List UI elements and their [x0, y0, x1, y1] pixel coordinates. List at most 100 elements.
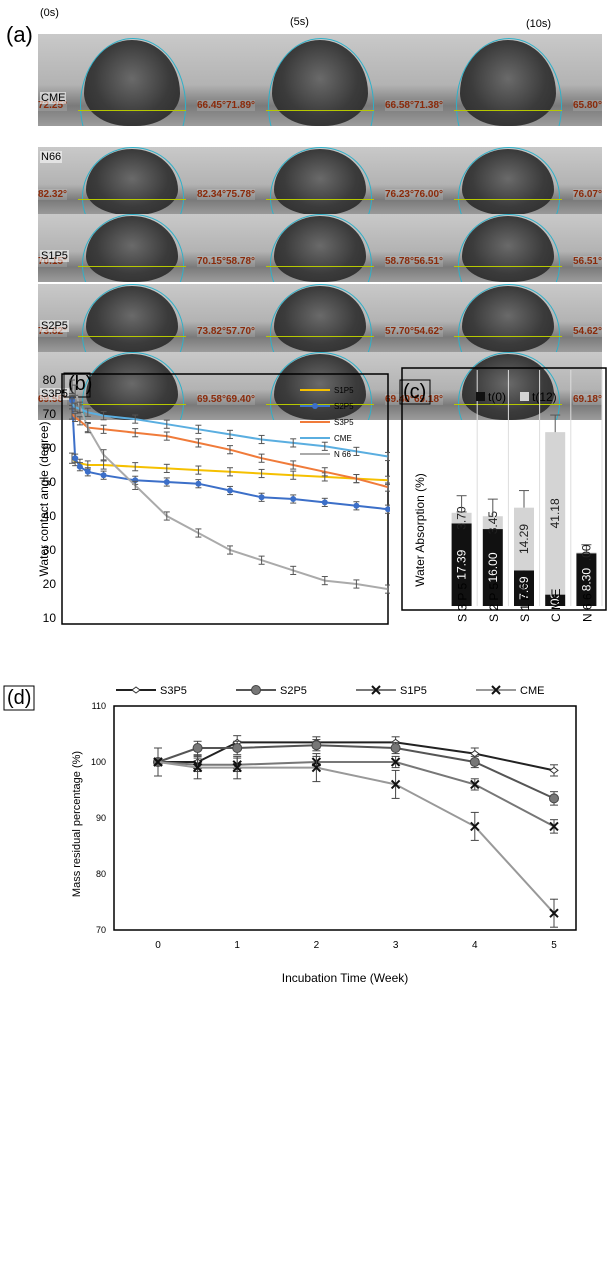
- time-label-5s: (5s): [290, 16, 309, 28]
- series-s2p5: [69, 394, 390, 514]
- data-point: [549, 821, 559, 832]
- angle-right: 76.23°: [384, 189, 414, 200]
- bar-segment: [545, 594, 566, 606]
- bar-value-label: 16.00: [486, 552, 500, 582]
- droplet-photo: 69.58°69.58°: [38, 352, 226, 420]
- y-axis-label: Water Absorption (%): [413, 473, 427, 587]
- legend-label: S1P5: [334, 386, 354, 395]
- data-point: [390, 779, 401, 790]
- droplet-photo: 76.00° 76.07°: [414, 147, 602, 215]
- angle-right: 58.78°: [384, 256, 414, 267]
- panel-d-label-box: [3, 685, 35, 711]
- baseline: [78, 266, 186, 267]
- plot-frame: [113, 705, 577, 931]
- bar-value-label: .00: [579, 544, 593, 561]
- y-tick-label: 100: [91, 757, 106, 767]
- x-axis-label: Incubation Time (Week): [282, 971, 409, 985]
- angle-left: 82.32°: [38, 189, 68, 200]
- angle-right: 69.58°: [196, 394, 226, 405]
- data-point: [385, 506, 390, 513]
- data-point: [251, 685, 261, 695]
- time-label-0s: (0s): [40, 7, 59, 19]
- data-point: [192, 743, 203, 753]
- data-point: [100, 472, 107, 479]
- fit-circle: [80, 38, 186, 126]
- series-s3p5: [153, 735, 559, 777]
- baseline: [266, 110, 374, 111]
- baseline: [78, 404, 186, 405]
- data-point: [549, 766, 559, 775]
- angle-right: 56.51°: [572, 256, 602, 267]
- data-point: [353, 502, 360, 509]
- data-point: [232, 743, 243, 753]
- angle-left: 58.78°: [226, 256, 256, 267]
- data-point: [390, 743, 401, 753]
- data-point: [232, 762, 242, 773]
- data-point: [470, 779, 480, 790]
- droplet-photo: 56.51° 56.51°: [414, 214, 602, 282]
- category-label: C M E: [549, 589, 563, 622]
- fit-circle: [456, 38, 562, 126]
- sample-label: CME: [40, 92, 67, 104]
- legend-swatch: [520, 392, 529, 401]
- data-point: [321, 499, 328, 506]
- data-point: [131, 686, 141, 694]
- fit-circle: [270, 147, 372, 215]
- baseline: [78, 199, 186, 200]
- droplet-photo: 58.78° 58.78°: [226, 214, 414, 282]
- angle-right: 69.40°: [384, 394, 414, 405]
- angle-right: 70.15°: [196, 256, 226, 267]
- angle-right: 66.58°: [384, 100, 414, 111]
- y-axis-label: Mass residual percentage (%): [71, 751, 83, 897]
- angle-right: 82.34°: [196, 189, 226, 200]
- data-point: [469, 757, 480, 767]
- legend-label: CME: [334, 434, 352, 443]
- angle-left: 76.00°: [414, 189, 444, 200]
- angle-left: 72.25°: [38, 100, 68, 111]
- data-point: [290, 496, 297, 502]
- legend-label: S1P5: [400, 685, 427, 697]
- series-line: [157, 761, 555, 914]
- data-point: [258, 494, 265, 501]
- series-line: [71, 457, 389, 482]
- baseline: [454, 110, 562, 111]
- series-cme: [153, 747, 559, 928]
- droplet-photo: 69.40° 69.40°: [226, 352, 414, 420]
- bar-segment: [545, 432, 566, 595]
- bar-segment: [576, 553, 597, 606]
- droplet-photo: 75.78° 76.23°: [226, 147, 414, 215]
- panel-d-label: (d): [7, 687, 31, 709]
- legend-marker: [312, 403, 318, 409]
- baseline: [78, 110, 186, 111]
- bar-segment: [451, 523, 472, 606]
- data-point: [72, 455, 79, 462]
- series-s2p5: [153, 739, 559, 806]
- data-point: [84, 468, 91, 475]
- series-s3p5: [69, 408, 390, 492]
- droplet-photo: 71.89° 66.58°: [226, 34, 414, 126]
- droplet-photo: 70.15°70.15°: [38, 214, 226, 282]
- bar-value-label: 8.30: [579, 568, 593, 592]
- data-point: [153, 757, 163, 767]
- sample-label: N66: [40, 151, 63, 163]
- baseline: [78, 336, 186, 337]
- data-point: [390, 757, 401, 767]
- panel-c-label-box: [399, 379, 431, 405]
- data-point: [192, 762, 203, 773]
- bar-value-label: 41.18: [548, 498, 562, 528]
- bar-value-label: 3.70: [455, 506, 469, 530]
- fit-circle: [270, 284, 372, 352]
- bar-segment: [514, 570, 534, 606]
- fit-circle: [458, 147, 560, 215]
- data-point: [227, 487, 233, 494]
- y-tick-label: 80: [43, 373, 57, 387]
- y-tick-label: 80: [96, 869, 106, 879]
- bar-value-label: 17.39: [455, 549, 469, 579]
- data-point: [163, 479, 170, 485]
- mass-residual-chart: (d) 70 80 90 100 110 0 1 2 3 4 5 Incubation Time (We…: [3, 685, 577, 985]
- data-point: [195, 480, 202, 487]
- baseline: [266, 199, 374, 200]
- fit-circle: [458, 214, 560, 282]
- bar-segment: [576, 552, 597, 554]
- baseline: [266, 336, 374, 337]
